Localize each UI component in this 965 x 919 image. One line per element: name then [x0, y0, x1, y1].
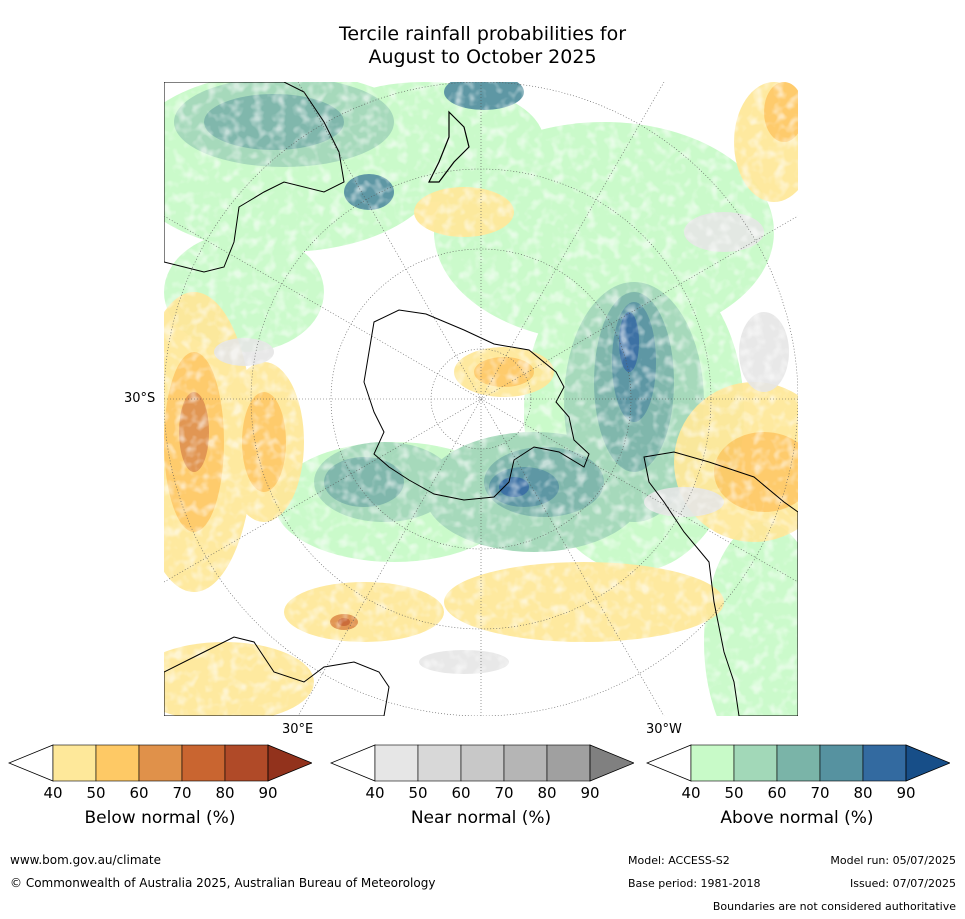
tick-label: 70 — [172, 784, 192, 802]
africa-coastline — [164, 82, 345, 273]
lon-label-30e: 30°E — [282, 722, 314, 737]
australia-coastline — [164, 636, 390, 716]
colorbar-bin — [417, 744, 462, 782]
above-normal-label: Above normal (%) — [720, 808, 874, 828]
tick-label: 70 — [494, 784, 514, 802]
model-text: Model: ACCESS-S2 — [628, 854, 730, 867]
model-run-text: Model run: 05/07/2025 — [830, 854, 956, 867]
tick-label: 40 — [681, 784, 701, 802]
above-normal-colorbar — [646, 744, 950, 782]
near-normal-label: Near normal (%) — [410, 808, 552, 828]
issued-text: Issued: 07/07/2025 — [849, 877, 956, 890]
lat-label-30s: 30°S — [124, 391, 156, 406]
tick-label: 80 — [853, 784, 873, 802]
tick-label: 80 — [537, 784, 557, 802]
colorbar-extend-low — [330, 744, 376, 782]
tick-label: 90 — [258, 784, 278, 802]
south-america-coastline — [643, 451, 798, 716]
colorbar-bin — [224, 744, 269, 782]
tick-label: 40 — [43, 784, 63, 802]
colorbar-bin — [776, 744, 821, 782]
colorbar-extend-low — [646, 744, 692, 782]
colorbar-extend-high — [267, 744, 312, 782]
colorbar-extend-high — [905, 744, 950, 782]
near-normal-colorbar — [330, 744, 634, 782]
colorbar-bin — [690, 744, 735, 782]
below-normal-colorbar — [8, 744, 312, 782]
tick-label: 80 — [215, 784, 235, 802]
tick-label: 50 — [86, 784, 106, 802]
below-normal-label: Below normal (%) — [84, 808, 236, 828]
colorbar-bin — [460, 744, 505, 782]
tick-label: 70 — [810, 784, 830, 802]
colorbar-bin — [52, 744, 97, 782]
tick-label: 60 — [767, 784, 787, 802]
colorbar-extend-low — [8, 744, 54, 782]
rainfall-probability-map — [164, 82, 798, 716]
lon-label-30w: 30°W — [646, 722, 682, 737]
tick-label: 90 — [580, 784, 600, 802]
colorbar-extend-high — [589, 744, 634, 782]
colorbar-bin — [862, 744, 907, 782]
colorbar-bin — [95, 744, 140, 782]
colorbar-bin — [374, 744, 419, 782]
tick-label: 50 — [408, 784, 428, 802]
base-period-text: Base period: 1981-2018 — [628, 877, 761, 890]
map-title-line1: Tercile rainfall probabilities for — [338, 23, 627, 45]
tick-label: 90 — [896, 784, 916, 802]
bom-url-link[interactable]: www.bom.gov.au/climate — [10, 853, 161, 867]
colorbar-bin — [138, 744, 183, 782]
tick-label: 60 — [129, 784, 149, 802]
antarctica-coastline — [363, 309, 590, 501]
tick-label: 40 — [365, 784, 385, 802]
colorbar-bin — [819, 744, 864, 782]
colorbar-bin — [546, 744, 591, 782]
new-zealand-coastline — [428, 110, 470, 183]
disclaimer-text: Boundaries are not considered authoritat… — [712, 900, 956, 913]
colorbar-bin — [503, 744, 548, 782]
tick-label: 60 — [451, 784, 471, 802]
colorbar-bin — [733, 744, 778, 782]
map-title-line2: August to October 2025 — [368, 46, 597, 68]
colorbar-bin — [181, 744, 226, 782]
tick-label: 50 — [724, 784, 744, 802]
graticule — [164, 82, 798, 716]
copyright-text: © Commonwealth of Australia 2025, Austra… — [10, 876, 436, 890]
